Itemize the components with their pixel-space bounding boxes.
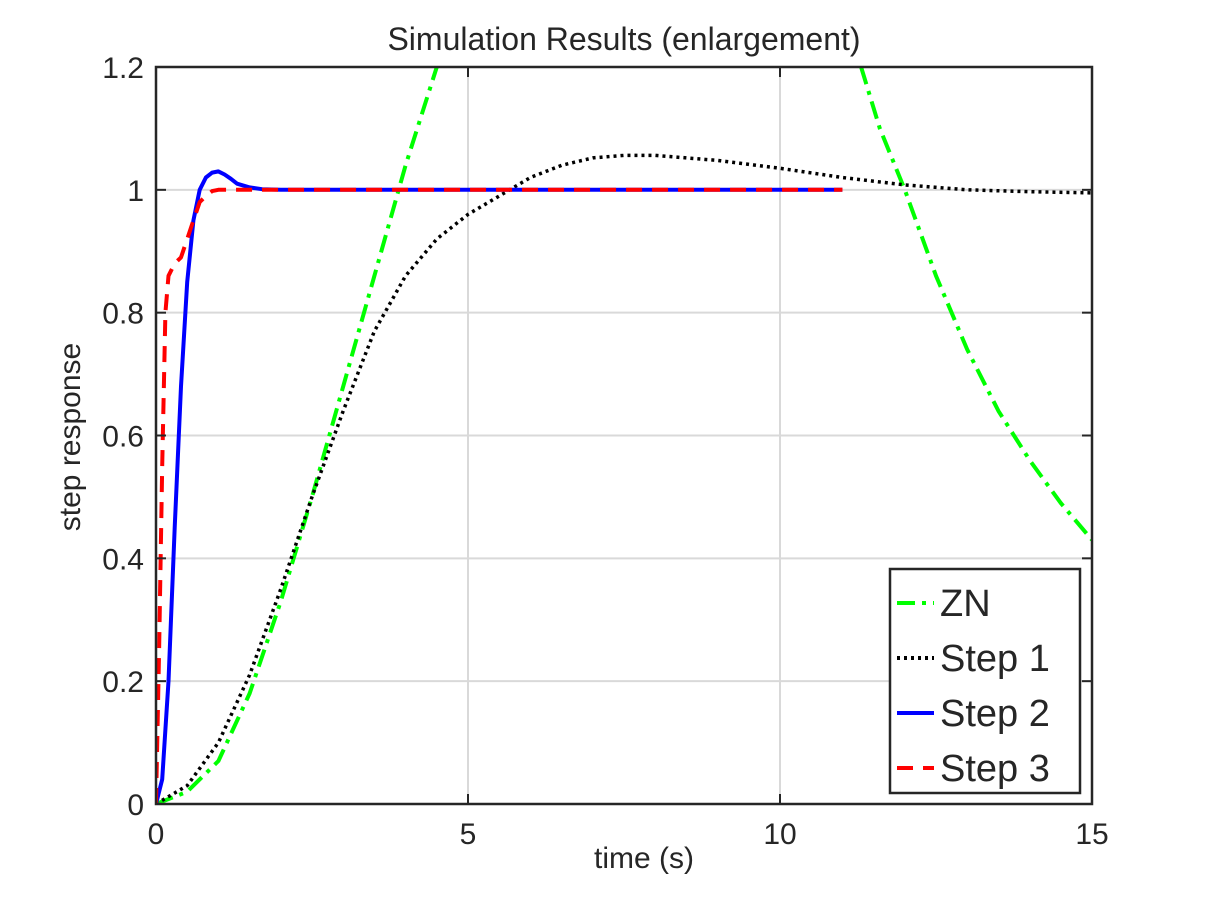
y-tick-label: 0.2 bbox=[102, 666, 144, 699]
y-tick-label: 0.6 bbox=[102, 421, 144, 454]
x-tick-label: 10 bbox=[763, 818, 796, 851]
y-axis-label: step response bbox=[54, 343, 87, 531]
y-tick-label: 0.8 bbox=[102, 298, 144, 331]
tick-marks bbox=[155, 66, 1093, 805]
legend: ZN Step 1 Step 2 Step 3 bbox=[888, 567, 1082, 795]
legend-label-1: ZN bbox=[940, 583, 991, 625]
y-tick-label: 0.4 bbox=[102, 543, 144, 576]
chart-title: Simulation Results (enlargement) bbox=[387, 21, 860, 57]
x-tick-label: 5 bbox=[460, 818, 477, 851]
series-lines bbox=[156, 67, 1092, 804]
y-tick-label: 0 bbox=[127, 789, 144, 822]
x-axis-label: time (s) bbox=[594, 842, 694, 875]
legend-label-2: Step 1 bbox=[940, 638, 1050, 680]
y-tick-label: 1 bbox=[127, 175, 144, 208]
x-tick-label: 0 bbox=[148, 818, 165, 851]
legend-box bbox=[888, 567, 1082, 795]
legend-label-3: Step 2 bbox=[940, 693, 1050, 735]
legend-label-4: Step 3 bbox=[940, 748, 1050, 790]
tick-labels: 0 5 10 15 0 0.2 0.4 0.6 0.8 1 1.2 bbox=[102, 52, 1108, 851]
y-tick-label: 1.2 bbox=[102, 52, 144, 85]
series-line-2 bbox=[156, 153, 1092, 804]
x-tick-label: 15 bbox=[1075, 818, 1108, 851]
series-line-1 bbox=[156, 67, 1092, 804]
